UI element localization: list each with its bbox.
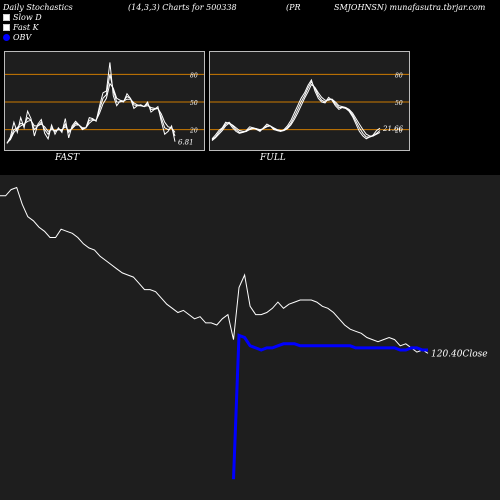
source-site: SMJOHNSN) munafasutra.tbrjar.com — [334, 3, 486, 12]
price-obv-panel: 120.40Close — [0, 175, 500, 500]
chart-params: (14,3,3) Charts for 500338 — [128, 3, 237, 12]
full-stochastic-panel: 80 50 20 21.66 — [209, 51, 410, 151]
fast-series-line-0 — [6, 62, 176, 144]
price-obv-chart: 120.40Close — [0, 186, 488, 480]
fast-level-label-80: 80 — [190, 72, 198, 79]
fast-panel-label: FAST — [55, 153, 80, 163]
fast-last-value-label: 6.81 — [178, 139, 194, 147]
fast-stochastic-chart: 80 50 20 6.81 — [5, 62, 204, 147]
close-last-value-label: 120.40Close — [431, 349, 488, 359]
full-level-label-20: 20 — [394, 128, 403, 135]
full-level-label-50: 50 — [395, 100, 403, 107]
obv-line — [232, 333, 428, 480]
chart-title: Daily Stochastics — [3, 3, 73, 12]
legend-slow: Slow D — [3, 13, 42, 22]
obv-swatch-icon — [3, 34, 10, 41]
legend-slow-label: Slow D — [13, 13, 42, 22]
close-price-line — [0, 186, 429, 354]
full-series-line-2 — [211, 83, 381, 141]
full-panel-label: FULL — [260, 153, 286, 163]
fast-stochastic-panel: 80 50 20 6.81 — [4, 51, 205, 151]
company-code: (PR — [286, 3, 301, 12]
fast-level-label-20: 20 — [189, 128, 198, 135]
full-last-value-label: 21.66 — [382, 125, 404, 133]
fast-k-swatch-icon — [3, 24, 10, 31]
full-series-line-0 — [211, 78, 381, 140]
legend-fast-label: Fast K — [13, 23, 39, 32]
legend-obv-label: OBV — [13, 33, 32, 42]
fast-series-line-2 — [6, 82, 176, 143]
legend-fast: Fast K — [3, 23, 39, 32]
fast-series-line-1 — [6, 74, 176, 144]
slow-d-swatch-icon — [3, 14, 10, 21]
fast-level-label-50: 50 — [190, 100, 198, 107]
legend-obv: OBV — [3, 33, 31, 42]
full-level-label-80: 80 — [395, 72, 403, 79]
full-series-line-1 — [211, 80, 381, 141]
